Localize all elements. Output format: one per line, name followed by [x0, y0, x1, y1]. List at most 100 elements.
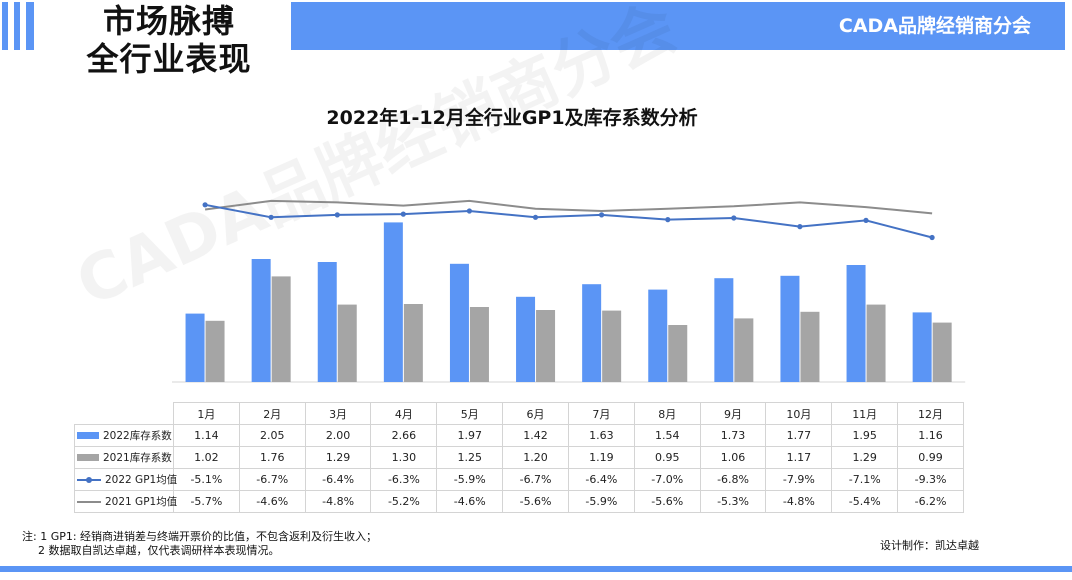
table-cell: -7.0%	[633, 468, 701, 491]
bar-2021-inventory	[469, 307, 489, 382]
chart-title: 2022年1-12月全行业GP1及库存系数分析	[326, 107, 698, 129]
table-cell: -5.9%	[436, 468, 504, 491]
table-row: 2022库存系数 1.14 2.05 2.00 2.66 1.97 1.42 1.63 1.54…	[74, 424, 964, 447]
bottom-accent-bar	[0, 566, 1072, 572]
legend-label: 2022 GP1均值	[105, 474, 178, 486]
legend-label: 2021库存系数	[103, 452, 172, 464]
bar-2021-inventory	[932, 322, 952, 382]
table-header-row: 1月 2月 3月 4月 5月 6月 7月 8月 9月 10月 11月 12月	[74, 402, 964, 425]
bar-2021-inventory	[271, 276, 291, 382]
table-cell: 1.29	[831, 446, 899, 469]
table-cell: -5.6%	[502, 490, 569, 513]
bar-2021-inventory	[205, 320, 225, 382]
bar-2022-inventory	[912, 312, 932, 382]
table-cell: 1.73	[699, 424, 767, 447]
table-cell: 1.63	[567, 424, 635, 447]
table-cell: -4.8%	[304, 490, 372, 513]
footnote: 注: 1 GP1: 经销商进销差与终端开票价的比值，不包含返利及衍生收入； 2 …	[22, 530, 377, 558]
legend-entry: 2021 GP1均值	[74, 490, 178, 513]
table-cell: -6.7%	[502, 468, 569, 491]
table-cell: -6.4%	[567, 468, 635, 491]
table-month-header: 5月	[436, 402, 504, 425]
table-corner	[74, 402, 174, 425]
page-title-line1: 市场脉搏	[102, 2, 235, 40]
table-cell: 1.30	[370, 446, 438, 469]
table-cell: 1.95	[831, 424, 899, 447]
designer-credit: 设计制作：凯达卓越	[880, 539, 979, 552]
bar-2022-inventory	[317, 262, 337, 382]
table-month-header: 6月	[502, 402, 569, 425]
table-cell: -6.8%	[699, 468, 767, 491]
line-2022-gp1-marker	[797, 224, 803, 230]
legend-entry: 2022 GP1均值	[74, 468, 178, 491]
line-2022-gp1-marker	[334, 212, 340, 218]
bar-2022-inventory	[582, 284, 602, 382]
bar-2021-inventory	[800, 311, 820, 382]
table-cell: 1.77	[765, 424, 833, 447]
table-cell: -4.8%	[765, 490, 833, 513]
table-cell: 1.02	[173, 446, 240, 469]
legend-entry: 2022库存系数	[74, 424, 174, 447]
footnote-line2: 2 数据取自凯达卓越，仅代表调研样本表现情况。	[38, 544, 280, 557]
bar-2021-inventory	[866, 304, 886, 382]
table-cell: -5.7%	[173, 490, 240, 513]
table-cell: 2.66	[370, 424, 438, 447]
table-month-header: 11月	[831, 402, 899, 425]
bar-2022-inventory	[449, 263, 469, 382]
footnote-line1: 注: 1 GP1: 经销商进销差与终端开票价的比值，不包含返利及衍生收入；	[22, 530, 378, 543]
bar-2022-inventory	[648, 289, 668, 382]
bar-2021-inventory	[602, 310, 622, 382]
table-cell: 1.20	[502, 446, 569, 469]
line-2022-gp1-marker	[929, 234, 935, 241]
table-month-header: 3月	[304, 402, 372, 425]
table-cell: -6.2%	[897, 490, 964, 513]
line-2022-gp1-marker	[731, 215, 737, 221]
table-cell: -7.9%	[765, 468, 833, 491]
bar-2021-inventory	[668, 325, 688, 382]
bar-2022-inventory	[780, 275, 800, 382]
table-month-header: 9月	[699, 402, 767, 425]
table-cell: 1.17	[765, 446, 833, 469]
bar-2021-inventory	[337, 304, 357, 382]
table-cell: -5.9%	[567, 490, 635, 513]
table-cell: 0.99	[897, 446, 964, 469]
brand-banner: CADA品牌经销商分会	[291, 2, 1065, 50]
legend-marker-dot	[86, 476, 92, 483]
table-cell: 1.29	[304, 446, 372, 469]
bar-2022-inventory	[383, 222, 403, 382]
line-2022-gp1-marker	[863, 217, 869, 223]
page-title-line2: 全行业表现	[86, 40, 252, 78]
bar-2022-inventory	[185, 313, 205, 382]
line-2022-gp1	[204, 203, 933, 239]
bar-2021-inventory	[536, 310, 556, 382]
table-cell: 1.97	[436, 424, 504, 447]
table-month-header: 4月	[370, 402, 438, 425]
table-cell: 1.14	[173, 424, 240, 447]
bar-2022-inventory	[516, 296, 536, 382]
bar-2021-inventory	[734, 318, 754, 382]
table-cell: -7.1%	[831, 468, 899, 491]
table-cell: 1.54	[633, 424, 701, 447]
legend-swatch-bar	[77, 432, 99, 439]
table-month-header: 1月	[173, 402, 240, 425]
line-2022-gp1-marker	[400, 211, 406, 217]
table-cell: 1.06	[699, 446, 767, 469]
line-2022-gp1-marker	[532, 214, 539, 220]
table-cell: 1.16	[897, 424, 964, 447]
legend-label: 2021 GP1均值	[105, 496, 178, 508]
table-month-header: 8月	[633, 402, 701, 425]
table-cell: -5.6%	[633, 490, 701, 513]
bar-2022-inventory	[714, 278, 734, 382]
line-2022-gp1-marker	[665, 217, 671, 223]
table-cell: -5.4%	[831, 490, 899, 513]
data-table: 1月 2月 3月 4月 5月 6月 7月 8月 9月 10月 11月 12月 2022库存系数 1.14 2…	[74, 402, 964, 513]
table-cell: 2.05	[238, 424, 306, 447]
table-cell: -6.3%	[370, 468, 438, 491]
table-cell: 1.42	[502, 424, 569, 447]
table-cell: 2.00	[304, 424, 372, 447]
bar-2022-inventory	[846, 265, 866, 382]
table-cell: -5.2%	[370, 490, 438, 513]
table-cell: 1.25	[436, 446, 504, 469]
header-accent-bars	[2, 2, 42, 50]
legend-swatch-bar	[77, 454, 99, 461]
